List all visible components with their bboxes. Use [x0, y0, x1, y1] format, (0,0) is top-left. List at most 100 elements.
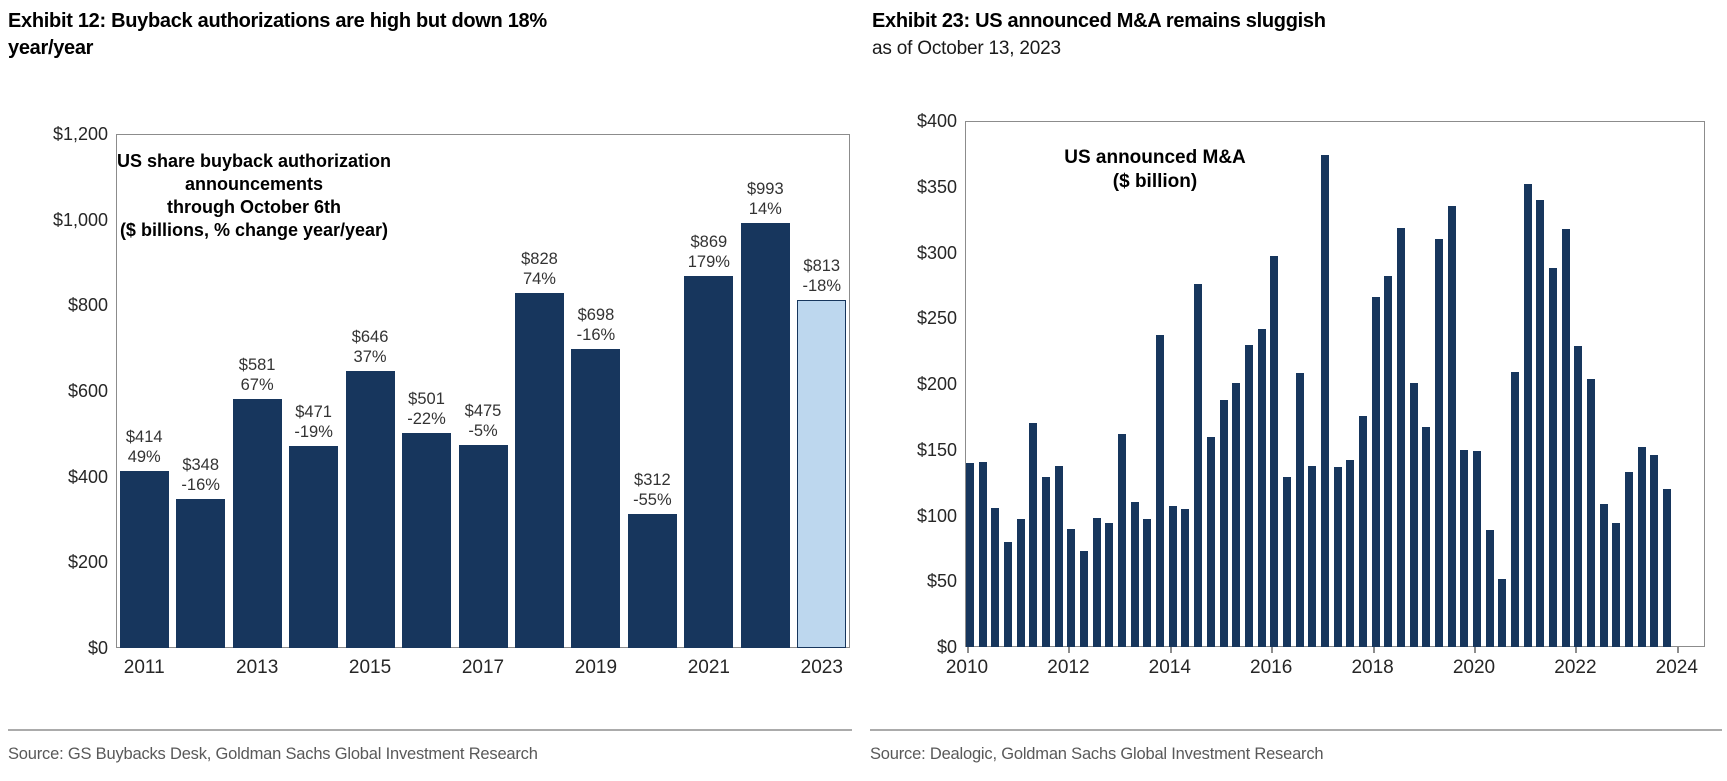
buyback-x-tick-label: 2013	[236, 657, 279, 678]
right-source-text: Source: Dealogic, Goldman Sachs Global I…	[870, 745, 1324, 763]
ma-bar-q23	[1244, 344, 1253, 647]
ma-x-tick-label: 2020	[1452, 657, 1496, 678]
ma-bar-q9	[1067, 528, 1076, 647]
ma-bar-q41	[1473, 451, 1481, 647]
ma-bar-q27	[1295, 373, 1304, 647]
ma-bar-q12	[1105, 523, 1114, 647]
buyback-bar-2012	[176, 498, 226, 648]
buyback-bar-2011	[119, 470, 169, 648]
ma-bar-q16	[1156, 335, 1165, 647]
ma-bar-q25	[1270, 256, 1279, 647]
ma-bar-q33	[1371, 297, 1380, 647]
buyback-pct-label: 49%	[127, 447, 161, 466]
buyback-bar-2021	[684, 275, 734, 648]
exhibit-23-title: Exhibit 23: US announced M&A remains slu…	[872, 8, 1326, 35]
buyback-bar-label-2016: $501 -22%	[382, 389, 472, 429]
buyback-y-tick-label: $400	[67, 466, 108, 487]
ma-bar-q2	[978, 461, 987, 647]
ma-bar-q4	[1004, 541, 1013, 647]
ma-bar-q46	[1536, 199, 1545, 647]
ma-bar-q7	[1042, 477, 1051, 647]
buyback-pct-label: -19%	[294, 423, 333, 442]
ma-bar-q43	[1498, 578, 1507, 647]
ma-bar-q39	[1447, 206, 1456, 647]
ma-bar-q28	[1308, 465, 1317, 647]
ma-bar-q40	[1460, 449, 1469, 647]
buyback-pct-label: -5%	[468, 421, 498, 440]
buyback-value-label: $581	[238, 356, 276, 375]
ma-bar-q8	[1054, 465, 1063, 647]
buyback-bar-2013	[232, 399, 282, 648]
ma-bar-q53	[1625, 472, 1634, 647]
buyback-value-label: $828	[521, 250, 558, 269]
ma-x-tick-label: 2018	[1351, 657, 1394, 678]
ma-y-tick-label: $200	[916, 374, 957, 394]
buyback-bar-label-2017: $475 -5%	[438, 401, 528, 441]
buyback-pct-label: 74%	[522, 270, 556, 289]
buyback-value-label: $698	[577, 306, 615, 325]
buyback-bar-2014	[289, 446, 339, 648]
buyback-pct-label: 67%	[240, 376, 274, 395]
buyback-x-tick-label: 2023	[800, 657, 843, 678]
ma-bar-q20	[1206, 436, 1215, 647]
buyback-pct-label: 14%	[748, 199, 782, 218]
ma-y-tick-label: $350	[916, 176, 957, 197]
ma-bar-q22	[1232, 382, 1241, 647]
ma-bar-q50	[1587, 378, 1596, 647]
ma-bar-q17	[1168, 506, 1177, 647]
buyback-pct-label: -16%	[181, 475, 220, 494]
ma-y-tick-label: $100	[916, 505, 957, 526]
buyback-bar-2018	[514, 293, 564, 648]
ma-x-tick-label: 2016	[1250, 657, 1293, 678]
ma-x-tickmark	[1068, 647, 1071, 653]
ma-bar-q6	[1029, 423, 1038, 647]
ma-chart-note: US announced M&A ($ billion)	[1010, 146, 1300, 194]
buyback-bar-label-2015: $646 37%	[325, 327, 415, 367]
ma-bar-q13	[1118, 433, 1127, 647]
buyback-bar-label-2013: $581 67%	[212, 355, 302, 395]
buyback-value-label: $869	[690, 232, 728, 251]
ma-x-tick-label: 2024	[1655, 657, 1698, 678]
ma-bar-q38	[1434, 239, 1443, 647]
ma-y-tick-label: $50	[926, 571, 957, 592]
ma-bar-q5	[1016, 519, 1025, 647]
buyback-chart-note: US share buyback authorization announcem…	[104, 150, 404, 242]
ma-bar-q42	[1485, 529, 1494, 647]
ma-x-tickmark	[1575, 647, 1578, 653]
buyback-pct-label: -16%	[576, 326, 616, 345]
ma-bar-q3	[991, 507, 1000, 647]
ma-bar-q29	[1320, 155, 1329, 647]
buyback-bar-2022	[740, 222, 790, 648]
buyback-bar-2016	[402, 433, 452, 648]
ma-chart-note-line2: ($ billion)	[1112, 171, 1198, 192]
buyback-chart-note-line3: through October 6th	[167, 197, 341, 217]
ma-bar-q10	[1080, 551, 1089, 647]
buyback-bar-label-2014: $471 -19%	[269, 402, 359, 442]
ma-bar-q36	[1409, 382, 1418, 647]
ma-x-tick-label: 2022	[1554, 657, 1597, 678]
ma-bar-q47	[1549, 268, 1558, 647]
ma-y-tick-label: $400	[916, 111, 957, 131]
ma-bar-q19	[1194, 284, 1203, 647]
buyback-bar-label-2022: $993 14%	[720, 179, 810, 219]
buyback-bar-2020	[627, 514, 677, 648]
buyback-bar-label-2012: $348 -16%	[156, 455, 246, 495]
ma-bar-q55	[1650, 455, 1659, 647]
buyback-chart-note-line2: announcements	[184, 174, 324, 194]
ma-bar-q37	[1422, 427, 1431, 647]
ma-bar-q54	[1637, 447, 1646, 647]
buyback-x-tick-label: 2017	[461, 657, 505, 678]
ma-x-tickmark	[1474, 647, 1476, 653]
ma-y-tick-label: $300	[916, 242, 957, 263]
buyback-chart-note-line4: ($ billions, % change year/year)	[119, 220, 389, 240]
buyback-x-tick-label: 2021	[687, 657, 730, 678]
ma-x-tickmark	[1372, 647, 1375, 653]
buyback-y-tick-label: $600	[67, 381, 108, 401]
buyback-chart-note-line1: US share buyback authorization	[116, 151, 392, 171]
exhibit-23-subtitle: as of October 13, 2023	[872, 38, 1061, 59]
buyback-x-tick-label: 2019	[574, 657, 618, 678]
buyback-bar-2019	[571, 349, 621, 648]
buyback-value-label: $993	[746, 179, 784, 198]
ma-bar-q1	[966, 462, 974, 647]
